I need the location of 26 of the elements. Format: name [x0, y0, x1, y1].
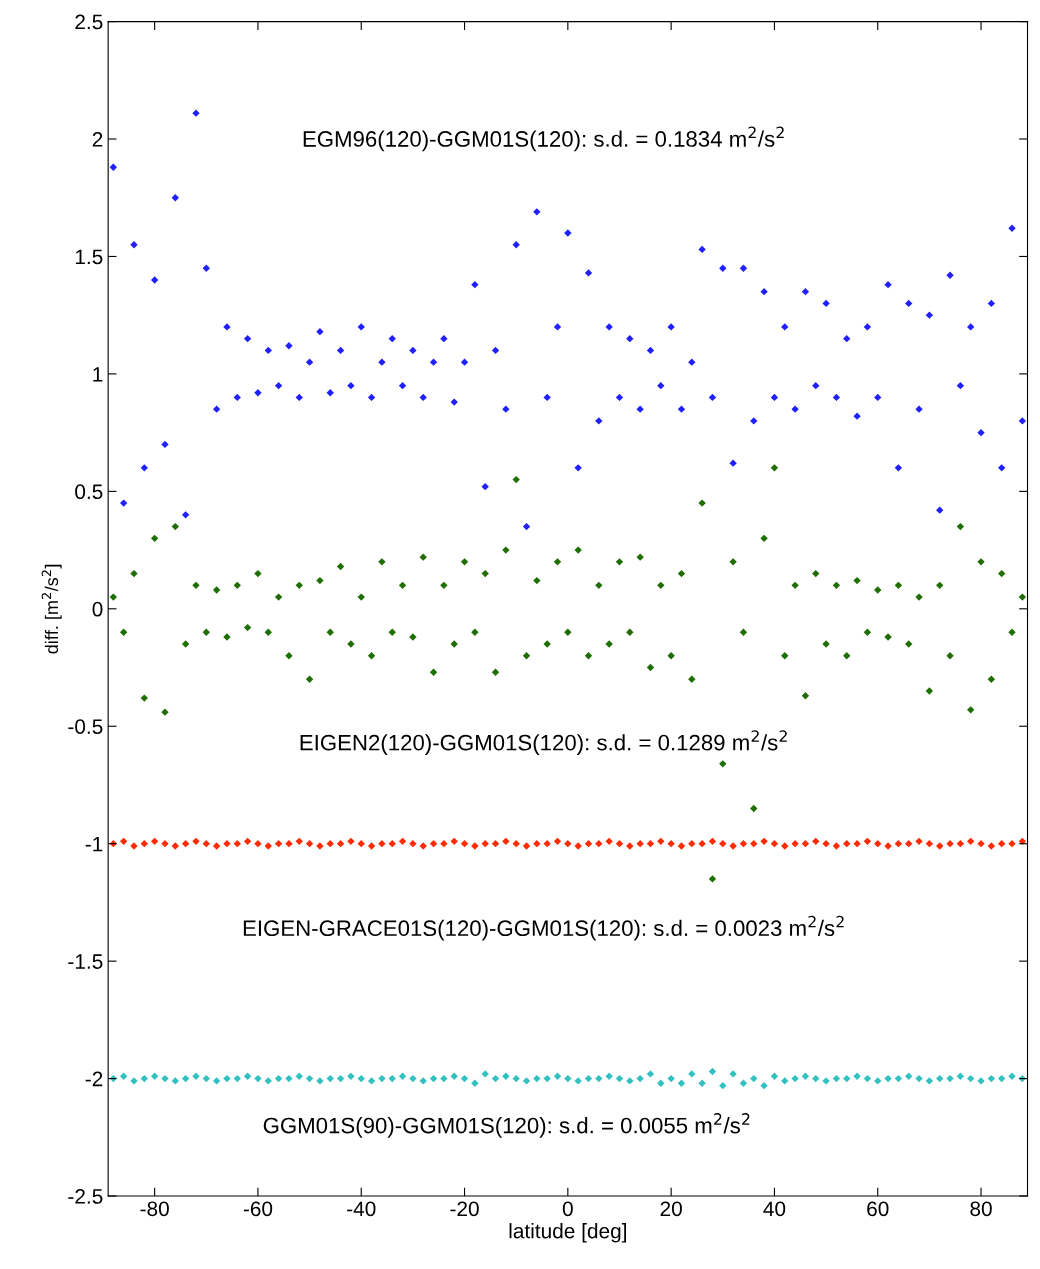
y-tick-label: 2.5	[75, 14, 103, 30]
y-axis-title: diff. [m$^{2}$/s$^{2}$]	[41, 564, 62, 654]
x-tick-label: 40	[763, 1201, 786, 1217]
y-tick-label: 2	[92, 132, 103, 147]
y-tick-label: 1.5	[75, 249, 103, 265]
y-tick-label: 1	[93, 367, 103, 382]
x-tick-label: -80	[140, 1201, 169, 1217]
y-tick-label: -0.5	[68, 719, 103, 734]
y-tick-label: -1	[85, 836, 103, 852]
x-tick-label: -60	[243, 1201, 273, 1217]
annotation: EIGEN2(120)-GGM01S(120): s.d. = 0.1289 m$^{2}$/s$^{2}$	[300, 730, 787, 755]
x-axis-title: latitude [deg]	[509, 1223, 627, 1243]
x-tick-label: 0	[562, 1201, 573, 1217]
x-tick-label: 80	[970, 1201, 992, 1217]
x-tick-label: -20	[450, 1201, 479, 1217]
x-tick-label: -40	[347, 1201, 376, 1217]
annotation: EIGEN-GRACE01S(120)-GGM01S(120): s.d. = 0.0023 m$^{2}$/s$^{2}$	[243, 915, 844, 941]
y-tick-label: 0.5	[75, 484, 103, 500]
annotation: EGM96(120)-GGM01S(120): s.d. = 0.1834 m$^{2}$/s$^{2}$	[303, 126, 784, 152]
y-tick-label: -2.5	[68, 1189, 103, 1204]
y-tick-label: -2	[85, 1071, 103, 1087]
y-tick-label: -1.5	[68, 954, 103, 969]
annotation: GGM01S(90)-GGM01S(120): s.d. = 0.0055 m$^{2}$/s$^{2}$	[263, 1113, 750, 1138]
x-tick-label: 60	[867, 1201, 889, 1217]
x-tick-label: 20	[660, 1201, 682, 1217]
y-tick-label: 0	[92, 601, 103, 617]
